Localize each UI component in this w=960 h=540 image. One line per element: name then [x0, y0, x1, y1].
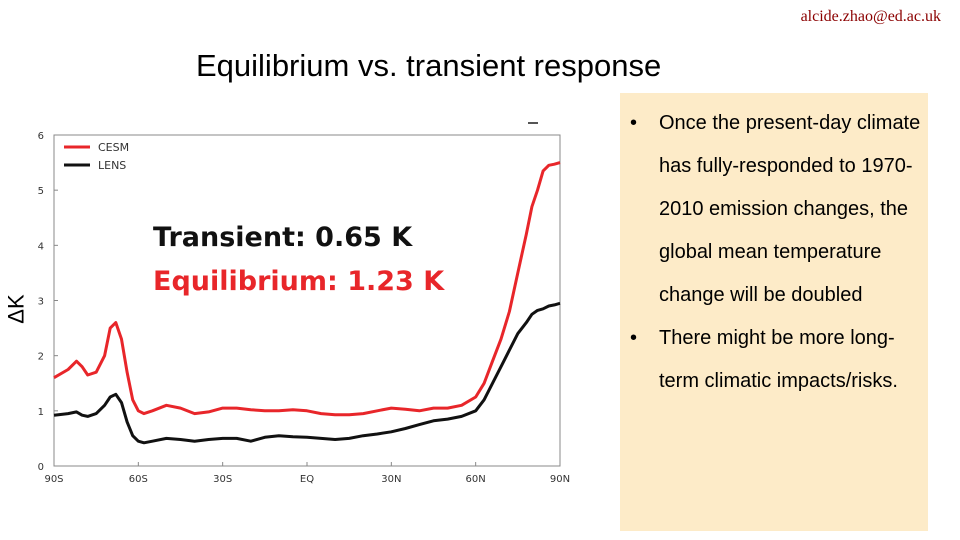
series-line-cesm — [53, 161, 561, 417]
slide-title: Equilibrium vs. transient response — [196, 48, 662, 83]
x-tick-label: 60N — [466, 474, 486, 485]
bullet-box — [620, 93, 928, 531]
chart-annotation: Transient: 0.65 K — [153, 222, 413, 253]
chart-container: ΔK 0 1 2 3 4 5 6 90S 60S 30S EQ 30N 60N 90N CESM LENS Tr… — [4, 118, 588, 490]
y-axis-label: ΔK — [3, 294, 29, 324]
bullet-list: • Once the present-day climate has fully… — [628, 102, 928, 403]
bullet-item: • Once the present-day climate has fully… — [628, 102, 928, 317]
y-tick-label: 1 — [38, 407, 44, 418]
bullet-marker: • — [630, 327, 638, 349]
x-tick-label: 60S — [129, 474, 148, 485]
author-email: alcide.zhao@ed.ac.uk — [800, 8, 941, 25]
x-tick-label: 30S — [213, 474, 232, 485]
legend-label: LENS — [98, 159, 126, 172]
series-line-lens — [53, 301, 561, 445]
x-tick-label: 90N — [550, 474, 570, 485]
bullet-marker: • — [630, 112, 638, 134]
y-tick-label: 0 — [38, 462, 44, 473]
x-tick-label: EQ — [300, 474, 314, 485]
line-chart: 0 1 2 3 4 5 6 90S 60S 30S EQ 30N 60N 90N CESM LENS Trans… — [38, 131, 570, 485]
y-tick-label: 4 — [38, 241, 44, 252]
y-tick-label: 2 — [38, 352, 44, 363]
x-tick-label: 30N — [381, 474, 401, 485]
bullet-item: • There might be more long-term climatic… — [628, 317, 928, 403]
plot-frame — [53, 134, 561, 467]
bullet-text: There might be more long-term climatic i… — [659, 327, 898, 392]
bullet-text: Once the present-day climate has fully-r… — [659, 112, 921, 306]
y-tick-label: 5 — [38, 186, 44, 197]
legend-label: CESM — [98, 141, 129, 154]
chart-annotation: Equilibrium: 1.23 K — [153, 266, 445, 297]
stray-mark — [528, 122, 538, 124]
y-tick-label: 3 — [38, 297, 44, 308]
x-tick-label: 90S — [44, 474, 63, 485]
y-tick-label: 6 — [38, 131, 44, 142]
